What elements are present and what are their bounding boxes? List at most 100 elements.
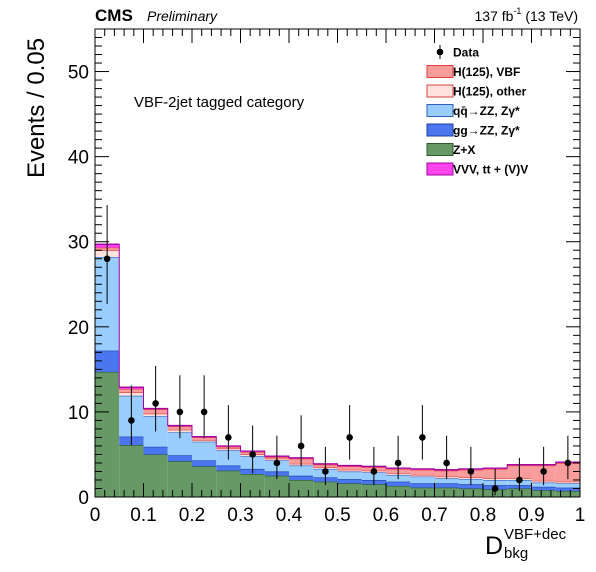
bar-zx-bin-9 xyxy=(313,481,338,497)
bar-h_vbf-bin-10 xyxy=(337,466,362,470)
bar-zx-bin-7 xyxy=(264,475,289,497)
x-axis-title-superscript: VBF+dec xyxy=(504,526,567,543)
x-tick-label-1: 0.1 xyxy=(130,505,156,526)
data-point-10 xyxy=(346,434,353,441)
legend: Data H(125), VBF H(125), other qq̄→ZZ, Zγ* g… xyxy=(426,45,528,177)
bar-qqzz-bin-3 xyxy=(167,432,192,456)
bar-zx-bin-1 xyxy=(119,445,144,497)
data-point-1 xyxy=(128,417,135,424)
bar-zx-bin-10 xyxy=(337,483,362,497)
x-tick-label-7: 0.7 xyxy=(421,505,447,526)
bar-zx-bin-5 xyxy=(216,470,241,497)
bar-ggzz-bin-0 xyxy=(95,350,120,372)
x-tick-label-3: 0.3 xyxy=(227,505,253,526)
bar-zx-bin-6 xyxy=(240,474,265,497)
x-axis-title-subscript: bkg xyxy=(504,545,528,562)
y-tick-label-4: 40 xyxy=(68,148,89,169)
x-tick-label-0: 0 xyxy=(90,505,101,526)
luminosity-label: 137 fb-1 (13 TeV) xyxy=(475,6,579,24)
bar-zx-bin-8 xyxy=(289,479,314,497)
legend-entry-h_vbf: H(125), VBF xyxy=(426,65,520,79)
legend-swatch-h_vbf xyxy=(426,65,454,78)
legend-label-h_vbf: H(125), VBF xyxy=(453,65,520,79)
legend-label-vvv: VVV, tt + (V)V xyxy=(453,163,528,177)
bar-ggzz-bin-10 xyxy=(337,479,362,484)
bar-zx-bin-18 xyxy=(531,490,556,497)
data-point-9 xyxy=(322,468,329,475)
legend-swatch-ggzz xyxy=(426,123,454,137)
data-point-15 xyxy=(467,468,475,475)
x-axis-title: D VBF+dec bkg xyxy=(485,526,567,562)
y-tick-label-2: 20 xyxy=(68,318,89,339)
legend-swatch-vvv xyxy=(426,162,454,176)
bar-h_other-bin-10 xyxy=(337,469,362,472)
x-tick-label-8: 0.8 xyxy=(470,505,496,526)
bar-h_vbf-bin-13 xyxy=(410,469,435,475)
data-point-7 xyxy=(273,459,281,467)
bar-ggzz-bin-15 xyxy=(458,484,483,489)
data-point-0 xyxy=(103,255,111,263)
legend-entry-h_other: H(125), other xyxy=(426,84,527,99)
luminosity-exponent: -1 xyxy=(513,6,521,16)
data-point-2 xyxy=(152,400,159,407)
bar-h_other-bin-13 xyxy=(410,474,435,477)
bar-ggzz-bin-13 xyxy=(410,483,435,488)
data-point-18 xyxy=(540,468,547,475)
y-tick-label-0: 0 xyxy=(78,488,89,509)
legend-entry-data: Data xyxy=(436,45,479,60)
y-tick-label-1: 10 xyxy=(68,403,89,424)
data-point-4 xyxy=(200,408,208,416)
category-label: VBF-2jet tagged category xyxy=(134,94,305,111)
bar-ggzz-bin-19 xyxy=(555,487,580,492)
stack-outline xyxy=(94,243,581,497)
x-tick-label-2: 0.2 xyxy=(179,505,205,526)
bar-ggzz-bin-18 xyxy=(531,486,556,491)
x-tick-label-6: 0.6 xyxy=(373,505,399,526)
bar-ggzz-bin-4 xyxy=(192,460,217,467)
experiment-label: CMS xyxy=(95,6,133,25)
x-tick-label-9: 0.9 xyxy=(518,505,544,526)
series-zx xyxy=(95,371,580,497)
bar-h_other-bin-4 xyxy=(192,439,217,442)
legend-label-h_other: H(125), other xyxy=(453,85,527,99)
bar-zx-bin-12 xyxy=(386,485,411,497)
y-tick-label-3: 30 xyxy=(68,233,89,254)
bar-zx-bin-2 xyxy=(143,454,168,497)
bar-zx-bin-13 xyxy=(410,487,435,497)
bar-qqzz-bin-8 xyxy=(289,465,314,476)
data-point-6 xyxy=(249,451,256,458)
y-tick-label-5: 50 xyxy=(68,63,89,84)
bar-h_vbf-bin-4 xyxy=(192,437,217,440)
legend-label-qqzz: qq̄→ZZ, Zγ* xyxy=(453,104,520,118)
x-tick-label-4: 0.4 xyxy=(276,505,303,526)
legend-entry-zx: Z+X xyxy=(426,143,475,157)
bar-zx-bin-15 xyxy=(458,488,483,497)
series-qqzz xyxy=(95,256,580,488)
bar-zx-bin-19 xyxy=(555,491,580,497)
bar-qqzz-bin-19 xyxy=(555,483,580,488)
legend-entry-qqzz: qq̄→ZZ, Zγ* xyxy=(426,104,520,118)
bar-zx-bin-17 xyxy=(507,488,532,497)
bar-ggzz-bin-12 xyxy=(386,481,411,486)
bar-zx-bin-11 xyxy=(361,484,386,497)
bar-ggzz-bin-3 xyxy=(167,455,192,462)
legend-swatch-zx xyxy=(426,143,454,156)
bar-ggzz-bin-5 xyxy=(216,465,241,471)
bar-ggzz-bin-8 xyxy=(289,475,314,480)
bar-zx-bin-3 xyxy=(167,461,192,497)
bar-ggzz-bin-14 xyxy=(434,483,459,488)
data-point-11 xyxy=(370,468,378,475)
data-point-13 xyxy=(419,434,426,441)
legend-marker-data xyxy=(436,48,444,56)
status-label: Preliminary xyxy=(147,8,218,24)
bar-qqzz-bin-13 xyxy=(410,476,435,484)
legend-label-zx: Z+X xyxy=(453,143,475,157)
x-tick-label-5: 0.5 xyxy=(324,505,350,526)
legend-label-ggzz: gg→ZZ, Zγ* xyxy=(453,124,520,138)
x-axis-title-main: D xyxy=(485,532,503,560)
legend-label-data: Data xyxy=(453,46,479,60)
bar-qqzz-bin-10 xyxy=(337,471,362,480)
bar-zx-bin-14 xyxy=(434,487,459,497)
